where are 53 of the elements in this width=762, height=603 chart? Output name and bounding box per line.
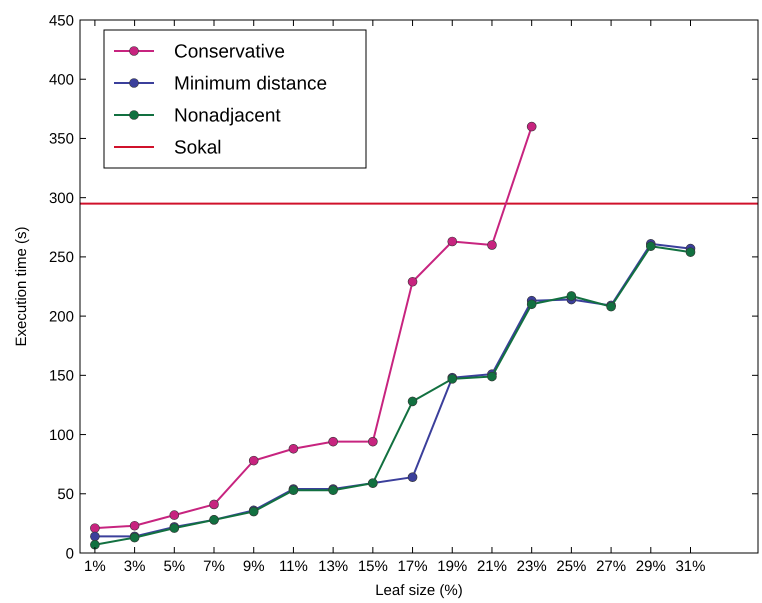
point — [209, 500, 219, 510]
y-tick-label: 200 — [48, 308, 74, 326]
x-tick-label: 23% — [516, 558, 547, 575]
point — [90, 523, 100, 533]
x-tick-label: 25% — [556, 558, 586, 575]
y-tick-label: 300 — [48, 190, 74, 207]
x-tick-label: 1% — [84, 558, 106, 575]
point — [526, 299, 536, 310]
point — [487, 240, 497, 250]
point — [328, 436, 338, 446]
x-tick-label: 11% — [278, 558, 308, 575]
x-tick-label: 9% — [242, 558, 265, 575]
x-tick-label: 3% — [124, 558, 146, 575]
y-tick-label: 50 — [57, 486, 74, 504]
y-tick-label: 0 — [66, 545, 74, 562]
point — [408, 472, 418, 482]
legend-label: Nonadjacent — [174, 106, 282, 127]
point — [526, 122, 536, 132]
legend-label: Sokal — [174, 138, 222, 159]
legend-label: Conservative — [174, 42, 285, 63]
point — [170, 510, 180, 520]
y-tick-label: 150 — [48, 368, 74, 385]
x-tick-label: 13% — [318, 558, 348, 575]
point — [288, 444, 298, 454]
x-axis-title: Leaf size (%) — [375, 582, 463, 599]
point — [408, 396, 418, 406]
point — [90, 532, 100, 542]
x-tick-label: 7% — [203, 558, 225, 575]
x-tick-label: 21% — [476, 558, 507, 575]
y-axis-title: Execution time (s) — [13, 226, 30, 347]
point — [368, 436, 378, 446]
point — [686, 247, 696, 257]
x-tick-label: 19% — [437, 558, 468, 575]
point — [248, 456, 259, 466]
point — [130, 520, 140, 531]
y-tick-label: 250 — [48, 249, 74, 266]
x-tick-label: 17% — [398, 558, 428, 575]
point — [646, 241, 656, 252]
point — [447, 236, 458, 246]
x-tick-label: 29% — [636, 558, 666, 575]
x-tick-label: 31% — [675, 558, 706, 575]
y-tick-label: 450 — [48, 12, 74, 30]
legend-label: Minimum distance — [174, 74, 328, 95]
y-tick-label: 350 — [48, 130, 74, 148]
y-tick-label: 100 — [48, 426, 74, 444]
x-tick-label: 5% — [163, 558, 186, 575]
point — [408, 276, 418, 287]
x-tick-label: 27% — [596, 558, 626, 575]
point — [90, 540, 100, 550]
x-tick-label: 15% — [358, 558, 388, 575]
y-tick-label: 400 — [48, 71, 74, 88]
point — [566, 291, 576, 301]
point — [487, 372, 497, 382]
